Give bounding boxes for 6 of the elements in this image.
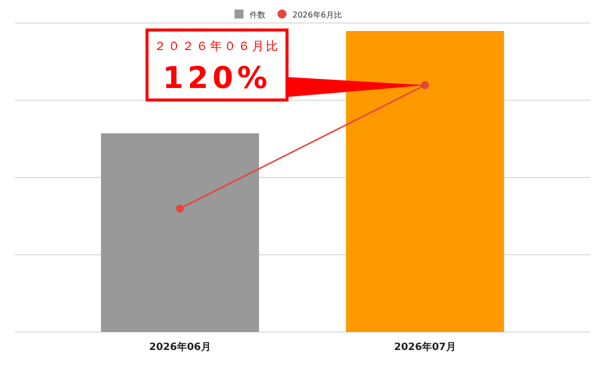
annotation: 120% xyxy=(162,61,272,96)
x-tick-label: 2026年06月 xyxy=(149,341,211,353)
x-tick-label: 2026年07月 xyxy=(394,341,456,353)
legend-label: 件数 xyxy=(250,10,266,20)
legend-label: 2026年6月比 xyxy=(292,10,342,20)
annotation: ２０２６年０６月比 xyxy=(154,39,280,53)
